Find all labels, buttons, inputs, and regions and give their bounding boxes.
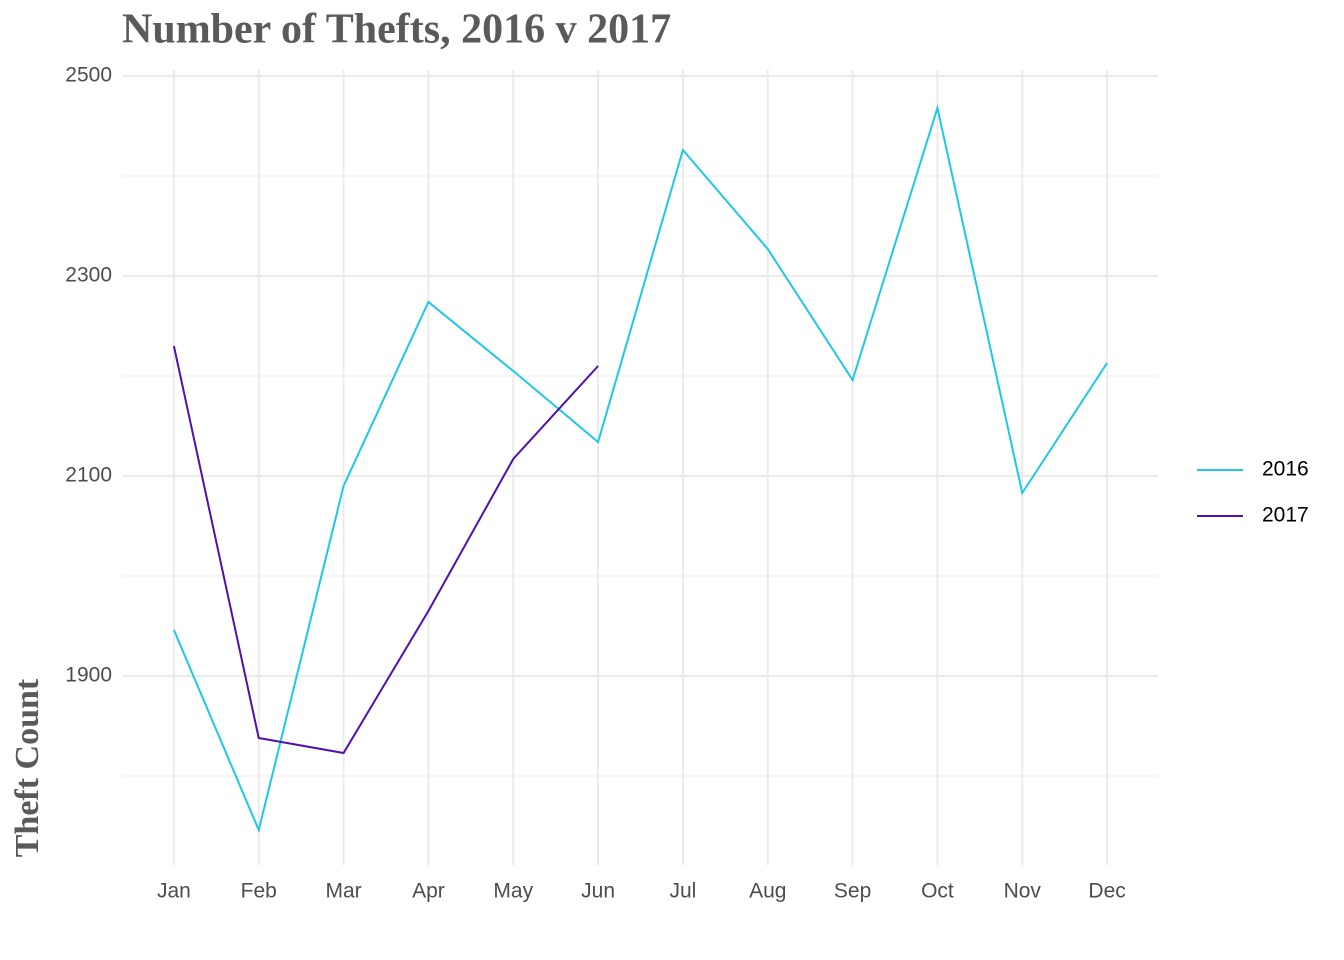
y-tick-label: 1900: [65, 664, 112, 687]
x-tick-label: Jul: [669, 880, 696, 903]
y-tick-label: 2500: [65, 64, 112, 87]
x-tick-label: Jun: [581, 880, 615, 903]
x-tick-label: Oct: [921, 880, 954, 903]
legend-label: 2016: [1262, 458, 1309, 481]
x-tick-label: May: [493, 880, 533, 903]
line: [172, 345, 599, 755]
x-tick-label: Sep: [834, 880, 871, 903]
y-tick-label: 2100: [65, 464, 112, 487]
x-tick-label: Jan: [157, 880, 191, 903]
chart-title: Number of Thefts, 2016 v 2017: [122, 7, 671, 53]
x-tick-label: Feb: [241, 880, 277, 903]
legend-label: 2017: [1262, 504, 1309, 527]
x-tick-label: Dec: [1088, 880, 1125, 903]
x-tick-label: Aug: [749, 880, 786, 903]
x-tick-label: Apr: [412, 880, 445, 903]
x-tick-label: Nov: [1004, 880, 1042, 903]
line: [172, 104, 1108, 834]
y-axis-label: Theft Count: [9, 678, 46, 857]
y-tick-label: 2300: [65, 264, 112, 287]
x-tick-label: Mar: [325, 880, 361, 903]
